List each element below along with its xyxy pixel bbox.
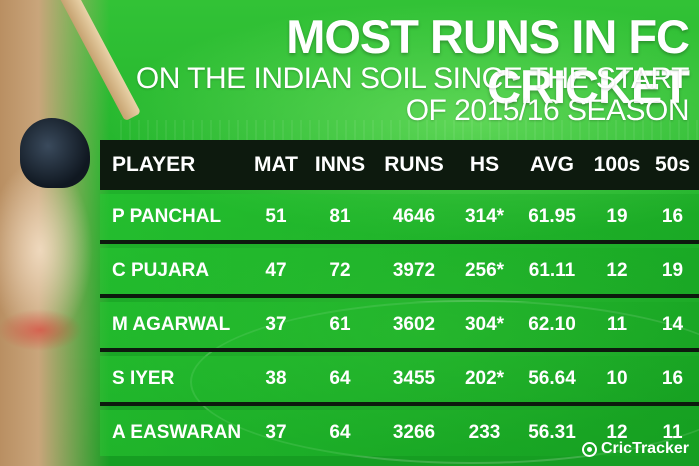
table-row: S IYER 38 64 3455 202* 56.64 10 16 (100, 356, 699, 402)
cell-fifties: 16 (661, 206, 684, 227)
cell-runs: 3602 (392, 314, 436, 335)
cell-inns: 64 (329, 422, 351, 443)
cell-fifties: 11 (662, 422, 683, 443)
crictracker-logo-icon (581, 441, 597, 457)
cell-hundreds: 11 (606, 314, 628, 335)
header-hundreds: 100s (593, 153, 641, 176)
cell-avg: 62.10 (528, 314, 576, 335)
header-hs: HS (469, 153, 500, 176)
brand-logo: CricTracker (581, 440, 689, 458)
batsman-image (0, 0, 142, 466)
cell-hundreds: 12 (606, 422, 628, 443)
page-title: MOST RUNS IN FC CRICKET (286, 10, 690, 113)
row-divider (100, 348, 699, 352)
cell-runs: 3266 (392, 422, 436, 443)
cell-fifties: 16 (661, 368, 684, 389)
cell-fifties: 19 (661, 260, 684, 281)
row-divider (100, 240, 699, 244)
row-divider (100, 294, 699, 298)
cell-inns: 64 (329, 368, 351, 389)
row-divider (100, 402, 699, 406)
table-row: M AGARWAL 37 61 3602 304* 62.10 11 14 (100, 302, 699, 348)
cell-player: S IYER (112, 368, 175, 389)
cell-hs: 304* (464, 314, 505, 335)
cell-inns: 72 (329, 260, 351, 281)
header-player: PLAYER (112, 153, 196, 176)
cell-hs: 202* (464, 368, 505, 389)
table-row: C PUJARA 47 72 3972 256* 61.11 12 19 (100, 248, 699, 294)
header-runs: RUNS (384, 153, 444, 176)
cell-hs: 256* (464, 260, 505, 281)
header-avg: AVG (530, 153, 574, 176)
cell-hundreds: 19 (606, 206, 628, 227)
table-row: P PANCHAL 51 81 4646 314* 61.95 19 16 (100, 194, 699, 240)
cell-avg: 56.31 (528, 422, 576, 443)
cell-mat: 51 (265, 206, 287, 227)
cell-hs: 233 (468, 422, 501, 443)
cell-inns: 61 (329, 314, 351, 335)
cell-mat: 47 (265, 260, 287, 281)
cell-mat: 37 (265, 422, 287, 443)
table-header: PLAYER MAT INNS RUNS HS AVG 100s 50s (100, 140, 699, 190)
cell-runs: 3972 (392, 260, 436, 281)
cell-mat: 37 (265, 314, 287, 335)
cell-runs: 3455 (392, 368, 436, 389)
header-mat: MAT (254, 153, 298, 176)
cell-player: M AGARWAL (112, 314, 231, 335)
header-inns: INNS (314, 153, 366, 176)
cell-player: P PANCHAL (112, 206, 222, 227)
cell-hundreds: 12 (606, 260, 628, 281)
cell-avg: 61.11 (528, 260, 576, 281)
cell-inns: 81 (329, 206, 351, 227)
table-row: A EASWARAN 37 64 3266 233 56.31 12 11 (100, 410, 699, 456)
cell-hundreds: 10 (606, 368, 628, 389)
subtitle-line-1: ON THE INDIAN SOIL SINCE THE START (135, 62, 690, 95)
subtitle-line-2: OF 2015/16 SEASON (405, 94, 690, 127)
brand-name: CricTracker (600, 440, 689, 457)
cell-player: C PUJARA (112, 260, 210, 281)
stats-table: PLAYER MAT INNS RUNS HS AVG 100s 50s P P… (100, 140, 699, 456)
header-fifties: 50s (654, 153, 691, 176)
cell-avg: 61.95 (528, 206, 576, 227)
helmet-graphic (20, 118, 90, 188)
cell-hs: 314* (464, 206, 505, 227)
cell-runs: 4646 (392, 206, 436, 227)
cell-player: A EASWARAN (112, 422, 242, 443)
cell-avg: 56.64 (528, 368, 576, 389)
cell-fifties: 14 (661, 314, 684, 335)
cell-mat: 38 (265, 368, 287, 389)
page-subtitle: ON THE INDIAN SOIL SINCE THE START OF 20… (100, 62, 690, 127)
